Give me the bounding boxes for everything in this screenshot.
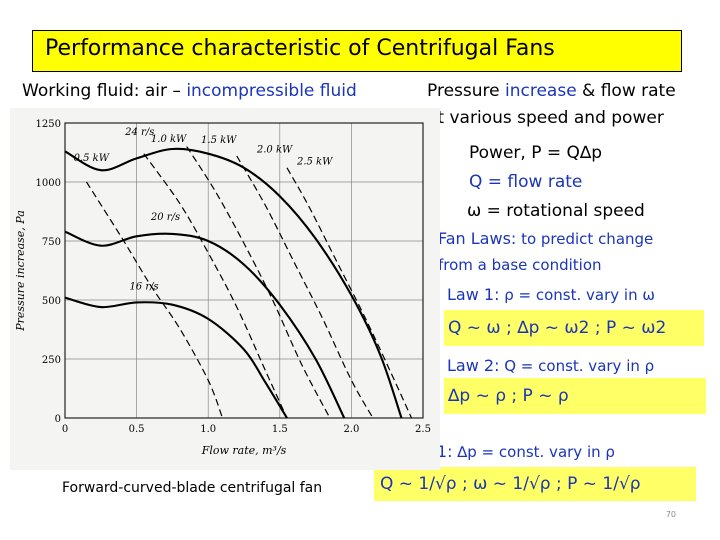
title-bar: Performance characteristic of Centrifuga… — [32, 30, 682, 72]
law2-head: Law 2: — [447, 356, 500, 375]
x-tick-label: 1.0 — [200, 424, 216, 435]
law2-line: Law 2: Q = const. vary in ρ — [447, 356, 654, 375]
chart-labels: 24 r/s 20 r/s 16 r/s 0.5 kW 1.0 kW 1.5 kW 2.0 … — [74, 127, 334, 293]
law3-relation: Q ~ 1/√ρ ; ω ~ 1/√ρ ; P ~ 1/√ρ — [374, 467, 696, 501]
series-line-1-0-kw — [143, 153, 288, 419]
chart-background — [10, 108, 440, 470]
law2-condition: Q = const. vary in ρ — [499, 357, 655, 375]
series-label-2-0-kw: 2.0 kW — [256, 145, 293, 156]
subtitle-right-line1: Pressure increase & flow rate — [427, 81, 676, 101]
series-label-1-5-kw: 1.5 kW — [201, 135, 237, 146]
slide-number: 70 — [665, 510, 676, 519]
subtitle-right-part-b: increase — [505, 81, 577, 101]
x-tick-label: 1.5 — [272, 424, 288, 435]
fan-laws-line1: Fan Laws: to predict change — [438, 229, 653, 248]
y-tick-label: 1000 — [36, 178, 61, 189]
power-equation: Power, P = Q∆p — [469, 143, 603, 163]
series-label-16-r-s: 16 r/s — [129, 281, 158, 292]
figure-caption: Forward-curved-blade centrifugal fan — [62, 480, 323, 496]
subtitle-left-emph: incompressible fluid — [186, 81, 357, 101]
series-label-2-5-kw: 2.5 kW — [296, 156, 333, 167]
q-definition: Q = flow rate — [469, 172, 583, 192]
fan-laws-desc2: from a base condition — [438, 256, 602, 274]
fan-laws-head: Fan Laws: — [438, 229, 517, 248]
y-tick-label: 250 — [42, 355, 61, 366]
y-tick-label: 0 — [55, 414, 61, 425]
plot-frame — [64, 122, 424, 419]
y-tick-label: 1250 — [36, 119, 61, 130]
fan-performance-chart: 0 0.5 1.0 1.5 2.0 2.5 0 250 500 750 1000 1250 Flow r… — [10, 108, 440, 470]
subtitle-right-part-c: & flow rate — [576, 81, 676, 101]
series-line-24-r-s — [64, 147, 403, 419]
chart-axes: 0 0.5 1.0 1.5 2.0 2.5 0 250 500 750 1000 1250 Flow r… — [14, 119, 431, 457]
law1-relation: Q ~ ω ; ∆p ~ ω2 ; P ~ ω2 — [444, 310, 704, 346]
series-line-16-r-s — [64, 296, 288, 419]
y-tick-label: 750 — [42, 237, 61, 248]
subtitle-right-line2: at various speed and power — [427, 108, 664, 128]
x-tick-label: 0 — [62, 424, 68, 435]
chart-series — [64, 146, 413, 419]
series-line-20-r-s — [64, 230, 346, 419]
law1-line: Law 1: ρ = const. vary in ω — [447, 285, 655, 304]
x-tick-label: 0.5 — [129, 424, 145, 435]
omega-definition: ω = rotational speed — [467, 201, 645, 221]
page-title: Performance characteristic of Centrifuga… — [45, 36, 555, 61]
subtitle-left: Working fluid: air – incompressible flui… — [22, 81, 357, 101]
law3-condition: ∆p = const. vary in ρ — [452, 443, 615, 461]
series-line-1-5-kw — [186, 146, 331, 419]
series-line-0-5-kw — [85, 181, 224, 419]
law1-condition: ρ = const. vary in ω — [499, 286, 655, 304]
series-label-24-r-s: 24 r/s — [124, 127, 154, 138]
law1-head: Law 1: — [447, 285, 500, 304]
series-label-1-0-kw: 1.0 kW — [151, 134, 187, 145]
series-label-20-r-s: 20 r/s — [150, 212, 180, 223]
y-tick-label: 500 — [42, 296, 61, 307]
x-tick-label: 2.0 — [343, 424, 359, 435]
subtitle-right-part-a: Pressure — [427, 81, 505, 101]
fan-laws-desc1: to predict change — [516, 230, 654, 248]
law2-relation: ∆p ~ ρ ; P ~ ρ — [444, 378, 706, 414]
subtitle-left-prefix: Working fluid: air – — [22, 81, 187, 101]
y-axis-label: Pressure increase, Pa — [14, 210, 27, 332]
series-label-0-5-kw: 0.5 kW — [74, 153, 110, 164]
series-line-2-0-kw — [236, 155, 374, 419]
x-axis-label: Flow rate, m³/s — [201, 444, 287, 457]
x-tick-label: 2.5 — [415, 424, 431, 435]
